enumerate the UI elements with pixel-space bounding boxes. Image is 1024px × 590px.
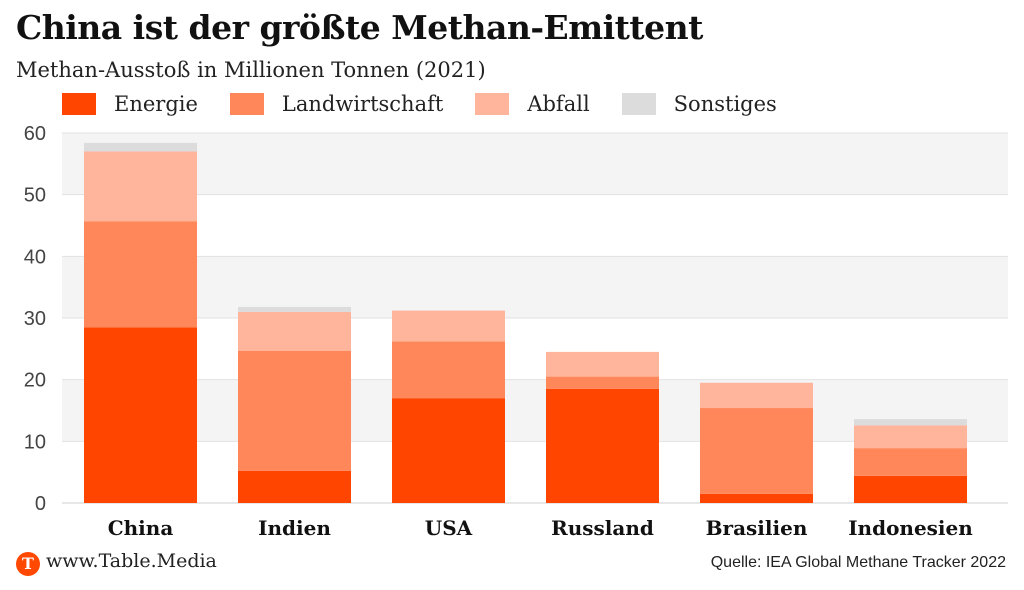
y-tick-label: 10 (24, 431, 46, 453)
bar-segment-abfall-indien (238, 311, 351, 351)
legend-swatch-abfall (475, 93, 510, 115)
x-tick-label: Indien (258, 516, 331, 540)
chart-subtitle: Methan-Ausstoß in Millionen Tonnen (2021… (16, 58, 486, 82)
y-tick-label: 50 (24, 185, 46, 207)
legend-swatch-sonstiges (621, 93, 656, 115)
bar-segment-abfall-china (84, 151, 197, 222)
bar-segment-landwirtschaft-usa (392, 341, 505, 399)
bar-segment-abfall-indonesien (854, 425, 967, 449)
footer-site-link[interactable]: www.Table.Media (46, 550, 217, 572)
legend-label-sonstiges: Sonstiges (673, 92, 777, 116)
grid-band (62, 379, 1008, 442)
y-tick-label: 30 (24, 308, 46, 330)
x-tick-label: USA (425, 516, 473, 540)
legend-item-sonstiges: Sonstiges (621, 92, 777, 116)
y-tick-label: 60 (24, 123, 46, 145)
chart-title: China ist der größte Methan-Emittent (16, 8, 703, 47)
bar-segment-energie-brasilien (700, 493, 813, 503)
bar-segment-energie-china (84, 327, 197, 503)
y-tick-label: 0 (35, 493, 46, 515)
legend-label-landwirtschaft: Landwirtschaft (281, 92, 444, 116)
bar-segment-abfall-russland (546, 351, 659, 377)
y-tick-label: 20 (24, 370, 46, 392)
bar-segment-energie-indien (238, 470, 351, 503)
bar-segment-landwirtschaft-indonesien (854, 448, 967, 476)
legend-swatch-landwirtschaft (229, 93, 264, 115)
x-tick-label: Russland (551, 516, 654, 540)
footer-source: Quelle: IEA Global Methane Tracker 2022 (710, 554, 1006, 571)
x-tick-label: Indonesien (848, 516, 973, 540)
legend-label-energie: Energie (114, 92, 198, 116)
x-tick-label: Brasilien (706, 516, 808, 540)
y-tick-label: 40 (24, 246, 46, 268)
x-tick-label: China (108, 516, 174, 540)
bar-segment-abfall-usa (392, 310, 505, 342)
bar-segment-abfall-brasilien (700, 382, 813, 409)
bar-segment-landwirtschaft-brasilien (700, 408, 813, 494)
bar-segment-energie-usa (392, 398, 505, 503)
legend-item-energie: Energie (62, 92, 198, 116)
bar-segment-landwirtschaft-china (84, 221, 197, 328)
bar-segment-sonstiges-indien (238, 306, 351, 312)
table-media-logo-icon: T (16, 552, 40, 576)
legend-item-abfall: Abfall (475, 92, 590, 116)
legend-swatch-energie (62, 93, 96, 115)
grid-band (62, 256, 1008, 318)
bar-segment-sonstiges-china (84, 142, 197, 152)
legend-label-abfall: Abfall (527, 92, 590, 116)
bar-segment-landwirtschaft-indien (238, 350, 351, 471)
bar-segment-energie-indonesien (854, 475, 967, 503)
bar-segment-sonstiges-indonesien (854, 419, 967, 426)
legend-item-landwirtschaft: Landwirtschaft (229, 92, 444, 116)
bar-segment-landwirtschaft-russland (546, 376, 659, 389)
grid-band (62, 133, 1008, 195)
bar-segment-energie-russland (546, 388, 659, 503)
legend: Energie Landwirtschaft Abfall Sonstiges (62, 92, 809, 116)
